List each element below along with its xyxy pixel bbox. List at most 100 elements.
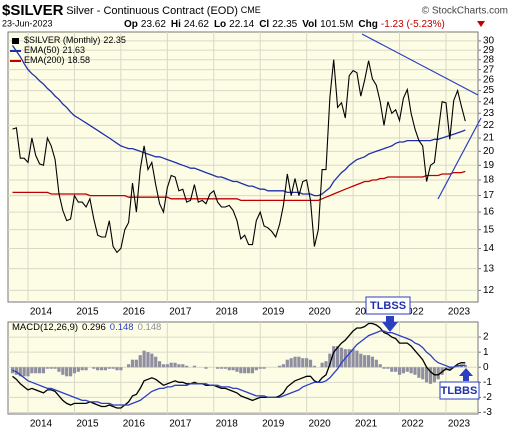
legend-entry: $SILVER (Monthly) 22.35 [24,35,126,45]
quote-label: Cl [259,19,269,30]
quote: Op 23.62 Hi 24.62 Lo 22.14 Cl 22.35 Vol 101.5M Chg… [124,19,445,30]
quote-label: Chg [358,19,377,30]
histogram-bar [34,367,38,374]
exchange: CME [241,5,261,15]
histogram-bar [305,358,309,368]
histogram-bar [165,364,169,368]
histogram-bar [370,356,375,368]
histogram-bar [177,364,181,368]
y-tick-label: 29 [483,45,495,56]
histogram-bar [30,367,34,374]
y-tick-label: 23 [483,108,495,119]
series-line [12,170,466,202]
histogram-bar [320,362,324,368]
histogram-bar [142,350,146,368]
histogram-bar [231,367,235,371]
histogram-bar [219,367,224,369]
price-panel [7,31,479,303]
y-tick-label: 12 [483,285,495,296]
histogram-bar [45,367,49,369]
legend-value: 0.148 [138,322,162,333]
histogram-bar [192,365,197,368]
histogram-bar [254,367,258,371]
legend-name: EMA(200) [24,55,65,65]
histogram-bar [336,346,340,368]
legend-value: 18.58 [68,55,91,65]
x-tick-label: 2019 [262,419,285,430]
quote-label: Hi [171,19,181,30]
x-tick-label: 2015 [76,307,99,318]
quote-value: -1.23 (-5.23%) [381,19,445,30]
y-tick-label: 14 [483,243,495,254]
histogram-bar [359,353,363,368]
histogram-bar [285,359,289,368]
histogram-bar [436,367,440,380]
histogram-bar [216,367,220,369]
histogram-bar [277,365,282,368]
y-tick-label: 1 [483,347,489,358]
histogram-bar [134,359,138,368]
quote-value: 101.5M [320,19,353,30]
histogram-bar [378,364,382,368]
histogram-bar [103,367,107,371]
histogram-bar [130,359,135,368]
histogram-bar [401,367,405,374]
histogram-bar [53,367,57,369]
histogram-bar [324,361,328,368]
histogram-bar [92,367,96,369]
x-tick-label: 2023 [448,307,471,318]
y-tick-label: 30 [483,36,495,47]
histogram-bar [223,367,227,369]
x-tick-label: 2014 [30,307,53,318]
histogram-bar [312,365,316,368]
histogram-bar [76,367,80,372]
histogram-bar [246,367,251,374]
histogram-bar [80,367,84,371]
y-tick-label: 24 [483,96,495,107]
histogram-bar [173,362,177,368]
y-tick-label: 25 [483,85,495,96]
legend-value: 0.296 [82,322,106,333]
histogram-bar [107,367,111,369]
legend-name: $SILVER (Monthly) [24,35,100,45]
histogram-bar [347,349,351,368]
x-tick-label: 2018 [216,307,239,318]
x-tick-label: 2014 [30,419,53,430]
legend-value: 21.63 [63,45,86,55]
histogram-bar [146,352,150,368]
y-tick-label: 2 [483,332,489,343]
histogram-bar [397,367,402,375]
histogram-bar [181,364,185,368]
quote-value: 23.62 [141,19,166,30]
histogram-bar [185,365,189,368]
histogram-bar [14,367,18,375]
histogram-bar [169,362,173,368]
down-icon [477,21,485,27]
histogram-bar [455,365,460,368]
quote-label: Op [124,19,138,30]
legend-entry: EMA(200) 18.58 [24,55,90,65]
histogram-bar [339,347,344,368]
arrow [382,316,398,332]
histogram-bar [425,367,429,383]
x-tick-label: 2016 [123,419,146,430]
y-tick-label: 22 [483,120,495,131]
series-line [11,45,466,197]
histogram-bar [293,356,297,368]
histogram-bar [61,367,65,375]
x-tick-label: 2016 [123,307,146,318]
histogram-bar [22,367,26,377]
legend-value: 22.35 [103,35,126,45]
annotation-box [365,296,411,315]
histogram-bar [390,367,394,372]
histogram-bar [405,367,409,372]
histogram-bar [301,358,305,368]
histogram-bar [258,367,262,369]
legend-entry: EMA(50) 21.63 [24,45,85,55]
trend-line [437,117,482,200]
legend-name: EMA(50) [24,45,60,55]
histogram-bar [308,359,313,368]
histogram-bar [84,367,88,371]
histogram-bar [127,364,131,368]
